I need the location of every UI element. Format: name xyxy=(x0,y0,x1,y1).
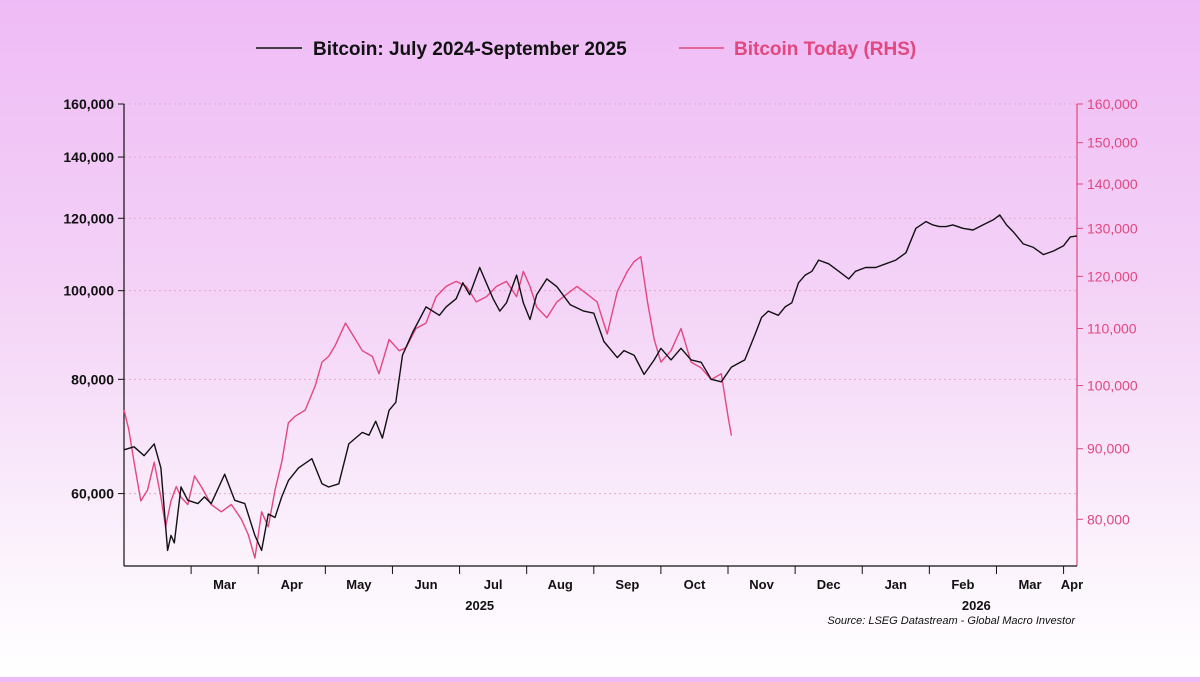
legend: Bitcoin: July 2024-September 2025 Bitcoi… xyxy=(256,39,916,60)
x-tick-label: Jun xyxy=(414,577,437,592)
right-tick-label: 100,000 xyxy=(1087,378,1138,394)
right-tick-label: 130,000 xyxy=(1087,220,1138,236)
left-tick-label: 80,000 xyxy=(71,371,114,387)
left-tick-label: 160,000 xyxy=(63,96,114,112)
source-note: Source: LSEG Datastream - Global Macro I… xyxy=(827,615,1076,627)
series-line-bitcoin-2024-2025 xyxy=(123,214,1078,552)
x-tick-label: Mar xyxy=(213,577,236,592)
x-year-label: 2025 xyxy=(465,598,494,613)
x-tick-label: Aug xyxy=(548,577,573,592)
legend-label-bitcoin-2024-2025: Bitcoin: July 2024-September 2025 xyxy=(313,39,627,60)
axes xyxy=(123,104,1078,567)
left-axis: 60,000 80,000 100,000 120,000 140,000 160,000 xyxy=(63,96,124,502)
right-tick-label: 140,000 xyxy=(1087,176,1138,192)
x-tick-label: May xyxy=(346,577,372,592)
x-axis: Mar Apr May Jun Jul Aug Sep Oct Nov Dec Jan Feb Mar A… xyxy=(190,566,1083,613)
x-tick-label: Feb xyxy=(951,577,974,592)
right-tick-label: 90,000 xyxy=(1087,441,1130,457)
x-tick-label: Mar xyxy=(1018,577,1041,592)
x-tick-label: Oct xyxy=(684,577,706,592)
x-tick-label: Apr xyxy=(1061,577,1083,592)
right-axis: 80,000 90,000 100,000 110,000 120,000 130,000… xyxy=(1077,96,1138,527)
series-group xyxy=(123,214,1078,559)
x-tick-label: Dec xyxy=(817,577,841,592)
legend-label-bitcoin-today: Bitcoin Today (RHS) xyxy=(734,39,916,60)
x-tick-label: Sep xyxy=(615,577,639,592)
x-tick-label: Apr xyxy=(281,577,303,592)
series-line-bitcoin-today xyxy=(123,256,733,559)
left-tick-label: 140,000 xyxy=(63,149,114,165)
right-tick-label: 160,000 xyxy=(1087,96,1138,112)
right-tick-label: 80,000 xyxy=(1087,511,1130,527)
right-tick-label: 110,000 xyxy=(1087,320,1137,336)
x-year-label: 2026 xyxy=(962,598,991,613)
right-tick-label: 150,000 xyxy=(1087,135,1138,151)
grid xyxy=(124,103,1077,495)
right-tick-label: 120,000 xyxy=(1087,268,1138,284)
x-tick-label: Jan xyxy=(885,577,907,592)
left-tick-label: 60,000 xyxy=(71,486,114,502)
left-tick-label: 100,000 xyxy=(63,283,114,299)
x-tick-label: Nov xyxy=(749,577,774,592)
x-tick-label: Jul xyxy=(484,577,503,592)
left-tick-label: 120,000 xyxy=(63,210,114,226)
